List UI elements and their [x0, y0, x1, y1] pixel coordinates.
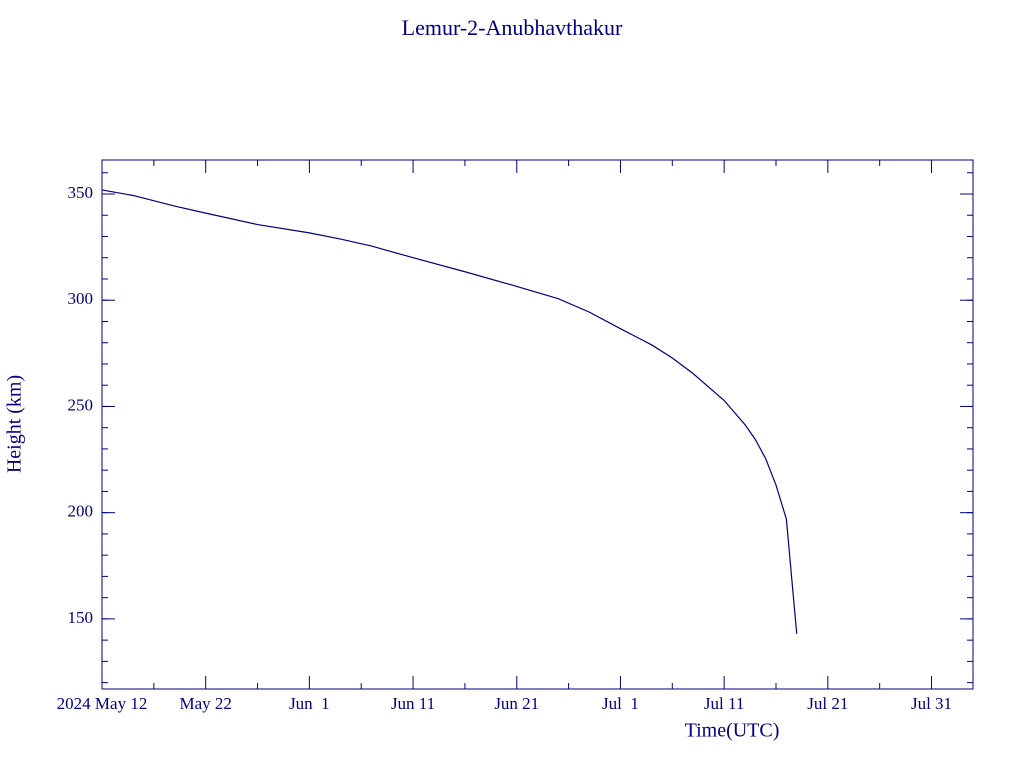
x-tick-label: Jun 11	[391, 694, 435, 713]
x-tick-label: Jun 21	[494, 694, 539, 713]
y-tick-label: 250	[68, 395, 94, 414]
y-axis-label: Height (km)	[4, 375, 26, 473]
x-tick-label: Jul 11	[704, 694, 744, 713]
x-tick-label: Jun 1	[289, 694, 330, 713]
chart-title: Lemur-2-Anubhavthakur	[402, 15, 623, 40]
x-axis-label: Time(UTC)	[685, 720, 780, 742]
x-tick-label: May 22	[179, 694, 231, 713]
plot-frame	[101, 159, 974, 690]
y-tick-label: 200	[68, 502, 94, 521]
x-tick-label: 2024 May 12	[57, 694, 148, 713]
y-tick-label: 300	[68, 289, 94, 308]
y-tick-label: 150	[68, 608, 94, 627]
x-tick-label: Jul 21	[807, 694, 848, 713]
x-tick-label: Jul 1	[602, 694, 639, 713]
x-tick-label: Jul 31	[911, 694, 952, 713]
y-tick-label: 350	[68, 183, 94, 202]
height-line	[101, 189, 798, 634]
